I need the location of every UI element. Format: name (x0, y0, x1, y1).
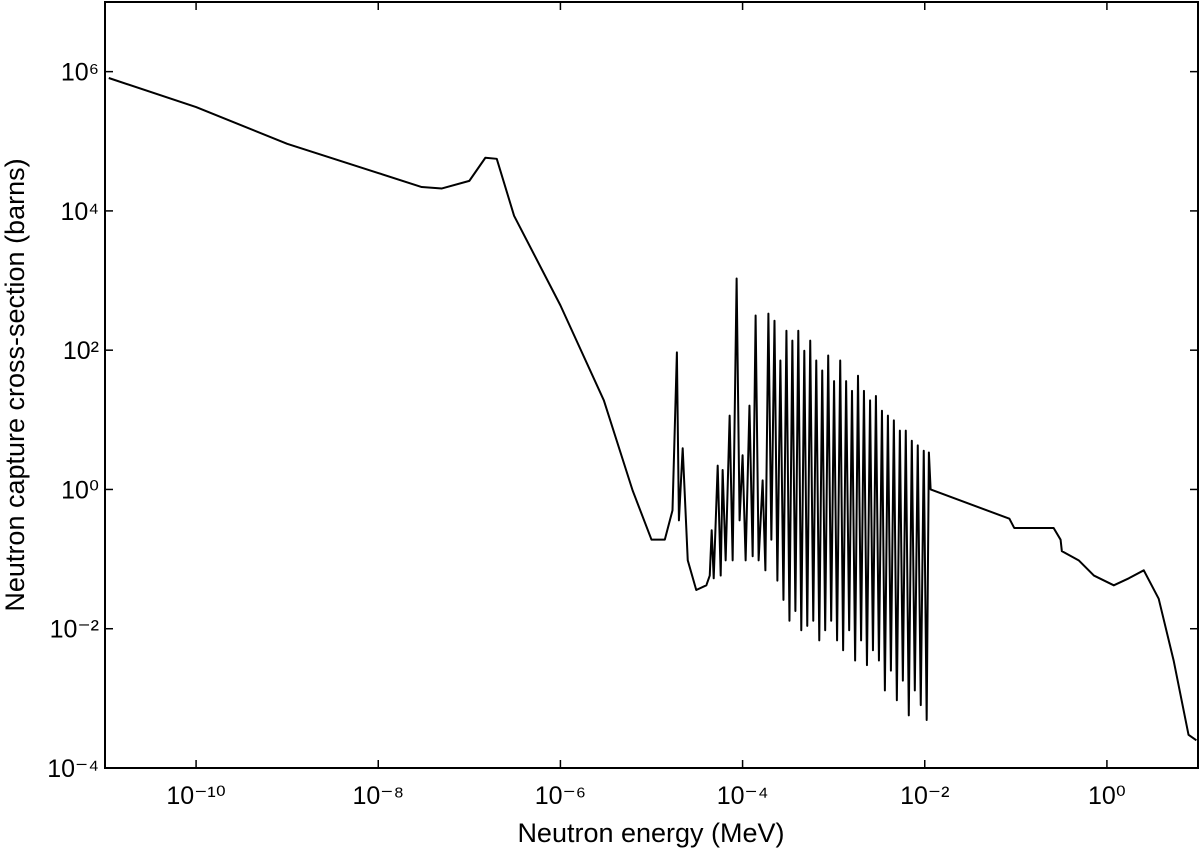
x-tick-label: 10⁻⁴ (717, 782, 769, 810)
x-tick-label: 10⁻⁸ (352, 782, 404, 810)
x-axis-label: Neutron energy (MeV) (517, 818, 784, 848)
y-tick-label: 10² (63, 337, 99, 365)
y-tick-label: 10⁴ (60, 198, 99, 226)
y-tick-label: 10⁶ (61, 59, 99, 87)
plot-frame (104, 1, 1199, 769)
x-tick-label: 10⁻² (900, 782, 949, 810)
y-tick-label: 10⁻² (50, 616, 99, 644)
y-tick-label: 10⁰ (61, 476, 99, 504)
data-line (108, 77, 1197, 742)
y-tick-label: 10⁻⁴ (47, 755, 99, 783)
x-tick-label: 10⁰ (1088, 782, 1126, 810)
x-tick-label: 10⁻¹⁰ (166, 782, 225, 810)
y-axis-label: Neutron capture cross-section (barns) (0, 158, 30, 611)
x-tick-label: 10⁻⁶ (535, 782, 586, 810)
